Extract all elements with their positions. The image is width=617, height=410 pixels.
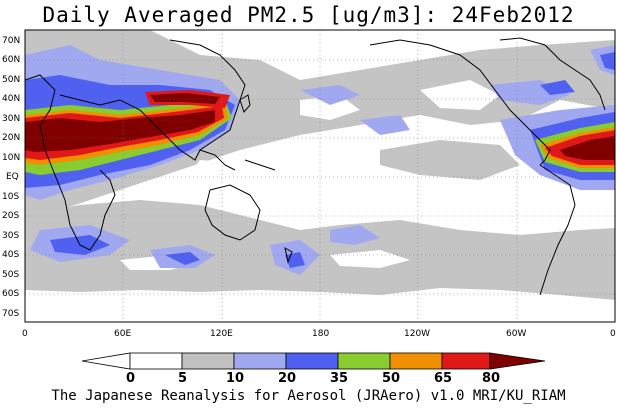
- pm25-field: [25, 30, 615, 322]
- colorbar-tick-label: 50: [382, 371, 400, 386]
- colorbar-tick-label: 20: [278, 371, 296, 386]
- lon-label: 0: [610, 329, 616, 339]
- colorbar-segment: [441, 352, 491, 370]
- lat-label: 60S: [2, 289, 19, 299]
- lat-label: 40S: [2, 250, 19, 260]
- lat-label: 30S: [2, 231, 19, 241]
- lon-label: 180: [312, 329, 329, 339]
- colorbar: [81, 352, 546, 370]
- lat-label: 20S: [2, 211, 19, 221]
- colorbar-segment: [389, 352, 443, 370]
- map-frame: [24, 29, 616, 323]
- lat-label: 40N: [2, 94, 20, 104]
- colorbar-segment: [285, 352, 339, 370]
- colorbar-segment: [233, 352, 287, 370]
- colorbar-tick-label: 10: [226, 371, 244, 386]
- longitude-axis: 0 60E 120E 180 120W 60W 0: [22, 329, 616, 339]
- lat-label: 30N: [2, 114, 20, 124]
- map-title: Daily Averaged PM2.5 [ug/m3]: 24Feb2012: [42, 3, 575, 27]
- colorbar-segment: [489, 352, 546, 370]
- footer-credit: The Japanese Reanalysis for Aerosol (JRA…: [51, 388, 566, 404]
- lon-label: 60E: [114, 329, 131, 339]
- latitude-axis: 70N 60N 50N 40N 30N 20N 10N EQ 10S 20S 3…: [2, 36, 20, 319]
- colorbar-segment: [337, 352, 391, 370]
- lat-label: 10N: [2, 153, 20, 163]
- colorbar-tick-label: 0: [126, 371, 135, 386]
- lon-label: 120E: [210, 329, 233, 339]
- lat-label: EQ: [6, 172, 19, 182]
- colorbar-tick-label: 5: [178, 371, 187, 386]
- lat-label: 20N: [2, 133, 20, 143]
- coastlines: [25, 37, 606, 296]
- lat-label: 50N: [2, 75, 20, 85]
- lat-label: 50S: [2, 270, 19, 280]
- colorbar-tick-label: 80: [482, 371, 500, 386]
- colorbar-segment: [129, 352, 183, 370]
- band-over-80: [25, 93, 615, 160]
- lon-label: 120W: [404, 329, 430, 339]
- lon-label: 0: [22, 329, 28, 339]
- lat-label: 10S: [2, 192, 19, 202]
- colorbar-segment: [81, 352, 131, 370]
- lon-label: 60W: [506, 329, 526, 339]
- lat-label: 70S: [2, 309, 19, 319]
- lat-label: 60N: [2, 55, 20, 65]
- colorbar-tick-label: 65: [434, 371, 452, 386]
- graticule: [25, 30, 615, 322]
- colorbar-labels: 0 5 10 20 35 50 65 80: [126, 371, 500, 386]
- lat-label: 70N: [2, 36, 20, 46]
- colorbar-tick-label: 35: [330, 371, 348, 386]
- colorbar-segment: [181, 352, 235, 370]
